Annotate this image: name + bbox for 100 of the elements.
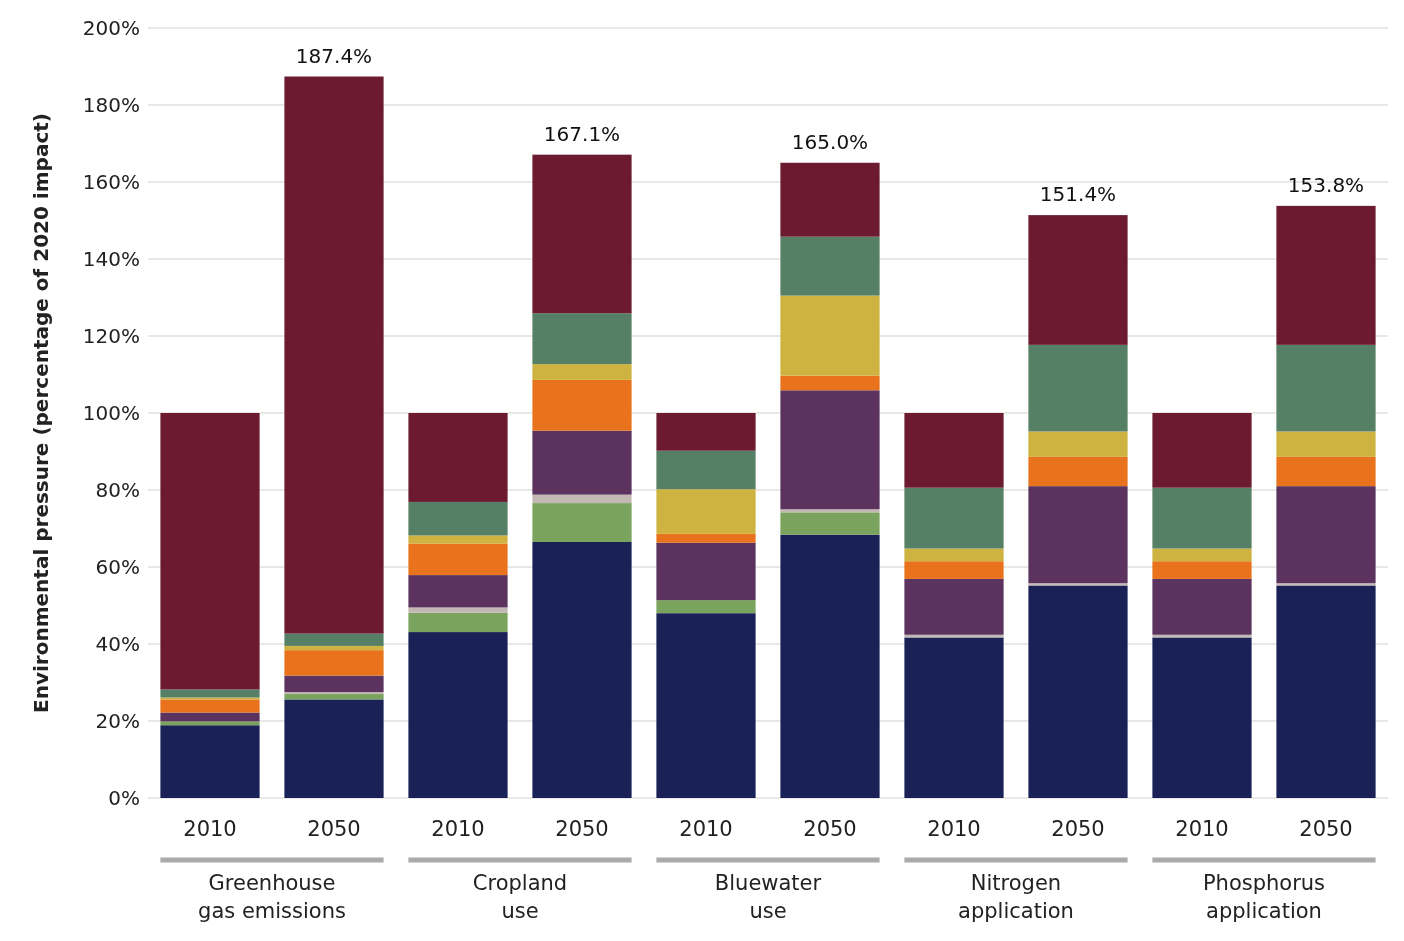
bar <box>408 575 508 608</box>
bar <box>160 712 260 722</box>
bar <box>1152 548 1252 562</box>
x-tick-label: 2010 <box>927 817 981 841</box>
bar <box>1028 486 1128 584</box>
bar <box>284 694 384 700</box>
bar <box>1276 205 1376 345</box>
bar <box>408 501 508 536</box>
y-tick-label: 100% <box>82 401 140 425</box>
bar <box>532 364 632 380</box>
y-tick-label: 180% <box>82 93 140 117</box>
bar <box>408 413 508 502</box>
bar <box>1276 585 1376 798</box>
y-tick-label: 60% <box>95 555 140 579</box>
bar <box>656 600 756 614</box>
y-tick-label: 80% <box>95 478 140 502</box>
bar <box>284 645 384 651</box>
bar <box>160 725 260 798</box>
bar <box>532 430 632 495</box>
x-tick-label: 2010 <box>679 817 733 841</box>
y-tick-label: 120% <box>82 324 140 348</box>
total-label: 167.1% <box>543 121 621 146</box>
text: Greenhouse gas emissions <box>198 871 346 923</box>
x-tick-label: 2050 <box>555 817 609 841</box>
bar <box>408 543 508 576</box>
y-tick-label: 0% <box>108 786 140 810</box>
total-label: 165.0% <box>791 129 869 154</box>
bar <box>904 487 1004 549</box>
y-tick-label: 160% <box>82 170 140 194</box>
bar <box>904 413 1004 488</box>
x-tick-label: 2050 <box>1051 817 1105 841</box>
bar <box>1152 413 1252 488</box>
bar <box>408 632 508 798</box>
x-tick-label: 2010 <box>1175 817 1229 841</box>
text: Phosphorus application <box>1202 871 1326 923</box>
bar <box>904 637 1004 798</box>
bar <box>780 375 880 391</box>
y-tick-label: 20% <box>95 709 140 733</box>
bar <box>780 236 880 296</box>
y-tick-label: 40% <box>95 632 140 656</box>
text: Cropland use <box>472 871 568 923</box>
x-tick-label: 2050 <box>1299 817 1353 841</box>
bar <box>656 489 756 534</box>
bar <box>780 534 880 798</box>
bar <box>532 313 632 365</box>
bar <box>780 509 880 513</box>
bar <box>656 450 756 490</box>
bar <box>1028 431 1128 457</box>
bar <box>780 162 880 237</box>
bar <box>532 154 632 314</box>
bar <box>1276 456 1376 487</box>
bar <box>656 413 756 451</box>
bar <box>1028 215 1128 345</box>
bar <box>1276 431 1376 457</box>
x-tick-label: 2050 <box>803 817 857 841</box>
bar <box>1276 344 1376 432</box>
bar <box>532 379 632 431</box>
bar <box>160 721 260 726</box>
bar <box>1028 585 1128 798</box>
bar <box>408 607 508 613</box>
bar <box>532 494 632 504</box>
total-label: 151.4% <box>1039 182 1117 207</box>
x-tick-label: 2050 <box>307 817 361 841</box>
y-axis-title: Environmental pressure (percentage of 2020 impact) <box>29 113 53 713</box>
bar <box>904 548 1004 562</box>
bar <box>904 578 1004 635</box>
bar <box>1276 486 1376 584</box>
bar <box>1152 487 1252 549</box>
bar <box>408 612 508 633</box>
total-label: 153.8% <box>1287 172 1365 197</box>
bar <box>1152 561 1252 579</box>
bar <box>1028 344 1128 432</box>
x-tick-label: 2010 <box>183 817 237 841</box>
bar <box>656 533 756 543</box>
bar <box>284 699 384 798</box>
y-tick-label: 140% <box>82 247 140 271</box>
x-tick-label: 2010 <box>431 817 485 841</box>
bar <box>1152 637 1252 798</box>
bar <box>160 699 260 713</box>
bar <box>160 413 260 690</box>
bar <box>780 390 880 510</box>
y-tick-label: 200% <box>82 16 140 40</box>
bar <box>780 295 880 376</box>
text: Bluewater use <box>714 871 822 923</box>
bar <box>284 650 384 676</box>
bar <box>1028 456 1128 487</box>
bar <box>904 561 1004 579</box>
bar <box>656 613 756 798</box>
bar <box>408 535 508 544</box>
bar <box>160 689 260 698</box>
bar <box>1152 578 1252 635</box>
bar <box>284 76 384 634</box>
bar <box>656 542 756 601</box>
total-label: 187.4% <box>295 43 373 68</box>
bar <box>532 541 632 798</box>
text: Nitrogen application <box>958 871 1074 923</box>
bar <box>780 512 880 535</box>
bar <box>284 633 384 646</box>
bar <box>532 503 632 542</box>
bar <box>284 675 384 693</box>
